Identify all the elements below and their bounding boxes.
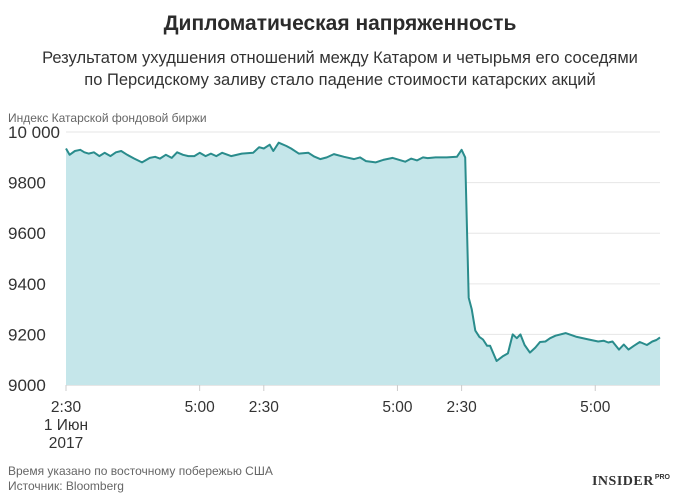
x-tick-label: 2017: [49, 435, 83, 452]
y-tick-label: 10 000: [8, 123, 60, 142]
x-tick-label: 5:00: [580, 399, 611, 416]
x-tick-label: 2:30: [51, 399, 82, 416]
series-line: [65, 141, 661, 362]
x-tick-label: 2:30: [447, 399, 478, 416]
y-tick-label: 9400: [8, 275, 46, 294]
y-tick-label: 9800: [8, 174, 46, 193]
x-tick-label: 5:00: [382, 399, 413, 416]
subtitle-line-1: Результатом ухудшения отношений между Ка…: [42, 49, 638, 67]
logo-main: INSIDER: [591, 474, 654, 489]
x-tick-label: 2:30: [249, 399, 280, 416]
y-axis: 9000 9200 9400 9600 9800 10 000: [8, 123, 60, 395]
footnote: Время указано по восточному побережью СШ…: [8, 464, 273, 478]
source-note: Источник: Bloomberg: [8, 479, 124, 493]
area-fill: [66, 142, 660, 385]
x-tick-label: 1 Июн: [44, 417, 88, 434]
y-tick-label: 9000: [8, 376, 46, 395]
insider-pro-logo: INSIDERPRO: [592, 474, 670, 490]
subtitle-line-2: по Персидскому заливу стало падение стои…: [84, 71, 596, 89]
x-tick-label: 5:00: [185, 399, 216, 416]
chart-subtitle: Результатом ухудшения отношений между Ка…: [0, 47, 680, 91]
y-tick-label: 9600: [8, 224, 46, 243]
y-axis-label: Индекс Катарской фондовой биржи: [8, 111, 207, 125]
logo-sub: PRO: [654, 474, 670, 482]
chart-title: Дипломатическая напряженность: [163, 12, 517, 35]
y-tick-label: 9200: [8, 325, 46, 344]
